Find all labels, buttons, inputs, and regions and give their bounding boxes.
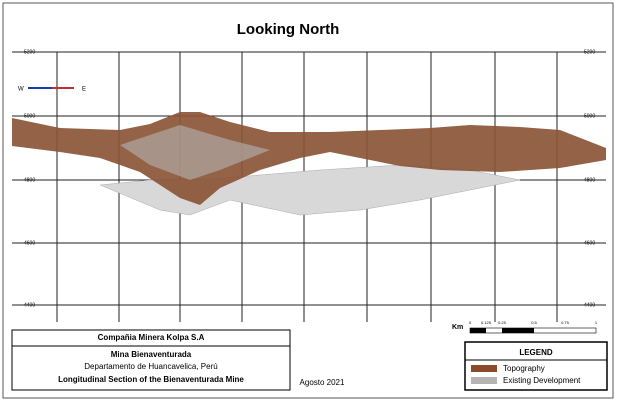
elevation-label: 4800: [24, 177, 35, 183]
mine: Mina Bienaventurada: [111, 350, 192, 359]
topography-inner: [120, 125, 270, 180]
scale-ticks: 0 0.125 0.25 0.5 0.75 1: [469, 320, 598, 325]
legend-item: Existing Development: [503, 376, 581, 385]
scale-tick: 0: [469, 320, 472, 325]
scale-tick: 1: [595, 320, 598, 325]
title-block: [11, 329, 291, 391]
scale-unit: Km: [452, 324, 463, 331]
region: Departamento de Huancavelica, Perú: [84, 362, 217, 371]
scale-tick: 0.5: [531, 320, 537, 325]
company: Compañia Minera Kolpa S.A: [98, 333, 205, 342]
scale-tick: 0.25: [498, 320, 507, 325]
elevation-label: 4600: [24, 240, 35, 246]
elevation-label: 5000: [24, 113, 35, 119]
title: Looking North: [237, 21, 339, 38]
scale-tick: 0.125: [481, 320, 492, 325]
elevation-label: 4800: [584, 177, 595, 183]
elevation-label: 4600: [584, 240, 595, 246]
elevation-label: 4400: [584, 302, 595, 308]
elevation-label: 5200: [24, 49, 35, 55]
elevation-label: 5000: [584, 113, 595, 119]
elevation-label: 5200: [584, 49, 595, 55]
elevation-labels: 5200 5000 4800 4600 4400 5200 5000 4800 …: [24, 49, 595, 308]
scale-bar: [470, 328, 486, 333]
compass-west: W: [18, 87, 24, 93]
scale-tick: 0.75: [561, 320, 570, 325]
elevation-label: 4400: [24, 302, 35, 308]
scale-bar: [502, 328, 534, 333]
compass-east: E: [82, 87, 86, 93]
legend-item: Topography: [503, 364, 545, 373]
section-title: Longitudinal Section of the Bienaventura…: [58, 375, 244, 384]
date: Agosto 2021: [300, 378, 345, 387]
legend-swatch: [471, 365, 497, 372]
legend-swatch: [471, 377, 497, 384]
legend-title: LEGEND: [519, 348, 553, 357]
